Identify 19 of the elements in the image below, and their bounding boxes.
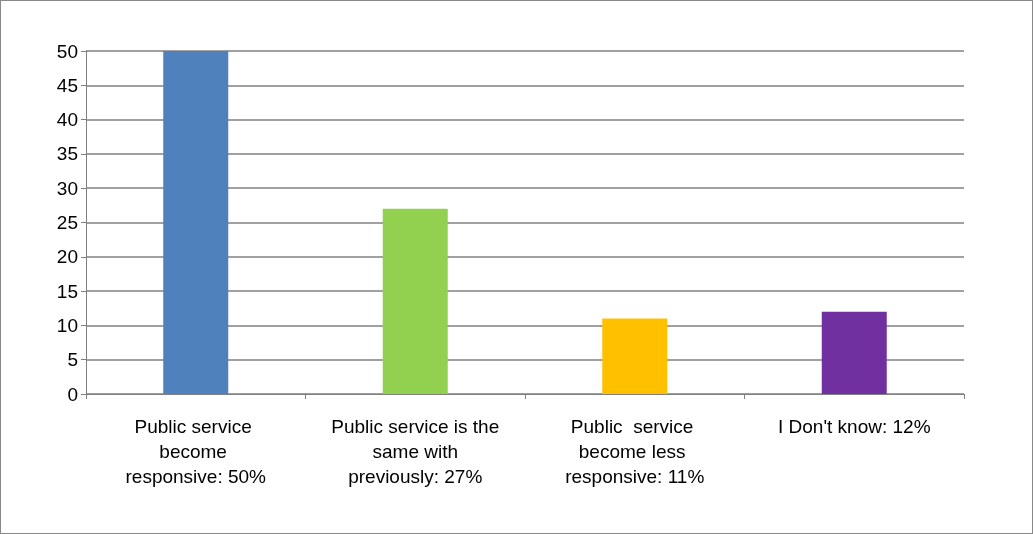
y-tick-label: 10 <box>56 314 78 336</box>
bar <box>382 208 448 394</box>
y-tick-label: 30 <box>56 177 78 199</box>
bar <box>821 311 887 394</box>
y-tick-label: 5 <box>67 349 78 371</box>
bar <box>163 51 229 394</box>
x-tick-label: Public service become responsive: 50% <box>125 416 267 487</box>
y-tick-label: 25 <box>56 212 78 233</box>
y-tick-label: 20 <box>56 246 78 268</box>
x-tick-label: Public service is the same with previously: 27% <box>331 416 500 487</box>
y-tick-label: 50 <box>56 40 78 62</box>
bar <box>602 318 668 394</box>
x-tick-label: I Don't know: 12% <box>777 416 931 437</box>
x-tick-label: Public service become less responsive: 11% <box>565 416 705 487</box>
y-tick-label: 15 <box>56 280 78 302</box>
y-tick-label: 0 <box>67 383 78 405</box>
y-tick-label: 45 <box>56 74 78 96</box>
y-tick-label: 40 <box>56 109 78 131</box>
y-tick-label: 35 <box>56 143 78 165</box>
